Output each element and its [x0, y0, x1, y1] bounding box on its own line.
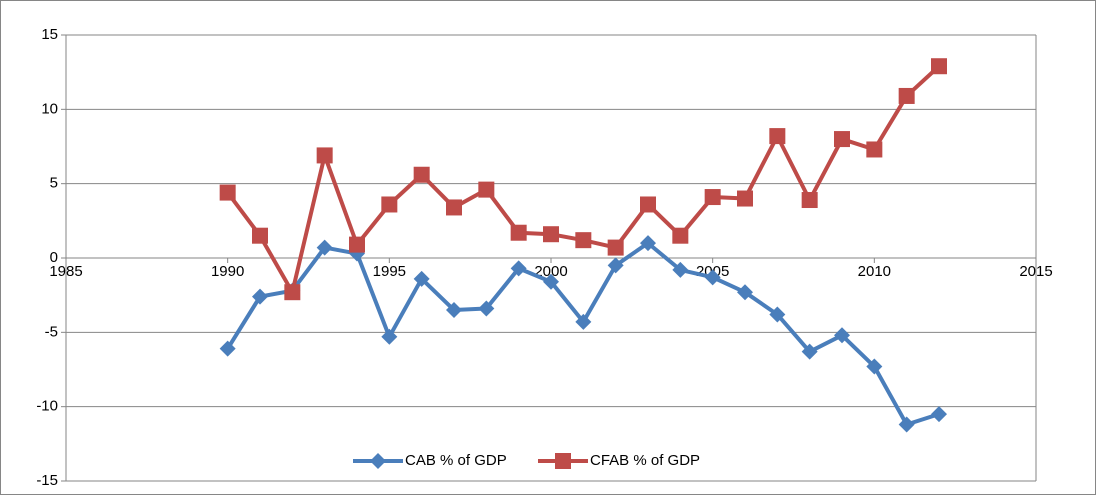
marker — [446, 302, 462, 319]
marker — [834, 131, 850, 148]
marker — [446, 199, 462, 216]
marker — [381, 328, 398, 345]
marker — [543, 226, 559, 243]
marker — [575, 313, 592, 330]
marker — [478, 300, 495, 317]
x-tick-label: 1985 — [49, 263, 82, 280]
marker — [370, 453, 386, 469]
marker — [898, 87, 915, 104]
y-tick-label: 15 — [41, 26, 58, 43]
marker — [284, 284, 301, 301]
y-tick-label: -5 — [45, 323, 58, 340]
marker — [640, 196, 656, 213]
marker — [737, 284, 753, 301]
marker — [769, 306, 786, 323]
y-tick-label: 0 — [50, 249, 58, 266]
x-tick-label: 1995 — [373, 263, 406, 280]
y-tick-label: -10 — [36, 398, 58, 415]
marker — [510, 260, 527, 277]
marker — [640, 235, 656, 252]
marker — [607, 257, 624, 274]
marker — [801, 192, 818, 209]
marker — [413, 166, 430, 183]
marker — [607, 239, 624, 256]
marker — [349, 236, 365, 253]
marker — [769, 128, 786, 145]
x-tick-label: 2015 — [1019, 263, 1052, 280]
legend-label: CAB % of GDP — [405, 452, 507, 469]
marker — [478, 181, 495, 198]
marker — [801, 343, 818, 360]
y-tick-label: 5 — [50, 175, 58, 192]
marker — [866, 141, 883, 158]
marker — [834, 327, 850, 344]
marker — [316, 239, 333, 256]
marker — [219, 184, 236, 201]
marker — [316, 147, 333, 164]
marker — [898, 416, 915, 433]
marker — [931, 406, 947, 423]
marker — [704, 189, 721, 206]
marker — [543, 273, 559, 290]
x-tick-label: 1990 — [211, 263, 244, 280]
marker — [866, 358, 883, 375]
x-tick-label: 2010 — [858, 263, 891, 280]
marker — [252, 288, 268, 305]
marker — [252, 227, 268, 244]
x-tick-label: 2000 — [534, 263, 567, 280]
marker — [931, 58, 947, 75]
marker — [672, 227, 689, 244]
marker — [575, 232, 592, 249]
marker — [413, 270, 430, 287]
marker — [555, 453, 571, 469]
marker — [510, 224, 527, 241]
marker — [672, 261, 689, 278]
legend-label: CFAB % of GDP — [590, 452, 700, 469]
marker — [219, 340, 236, 357]
marker — [381, 196, 398, 213]
marker — [737, 190, 753, 207]
marker — [704, 269, 721, 286]
y-tick-label: -15 — [36, 472, 58, 489]
y-tick-label: 10 — [41, 100, 58, 117]
